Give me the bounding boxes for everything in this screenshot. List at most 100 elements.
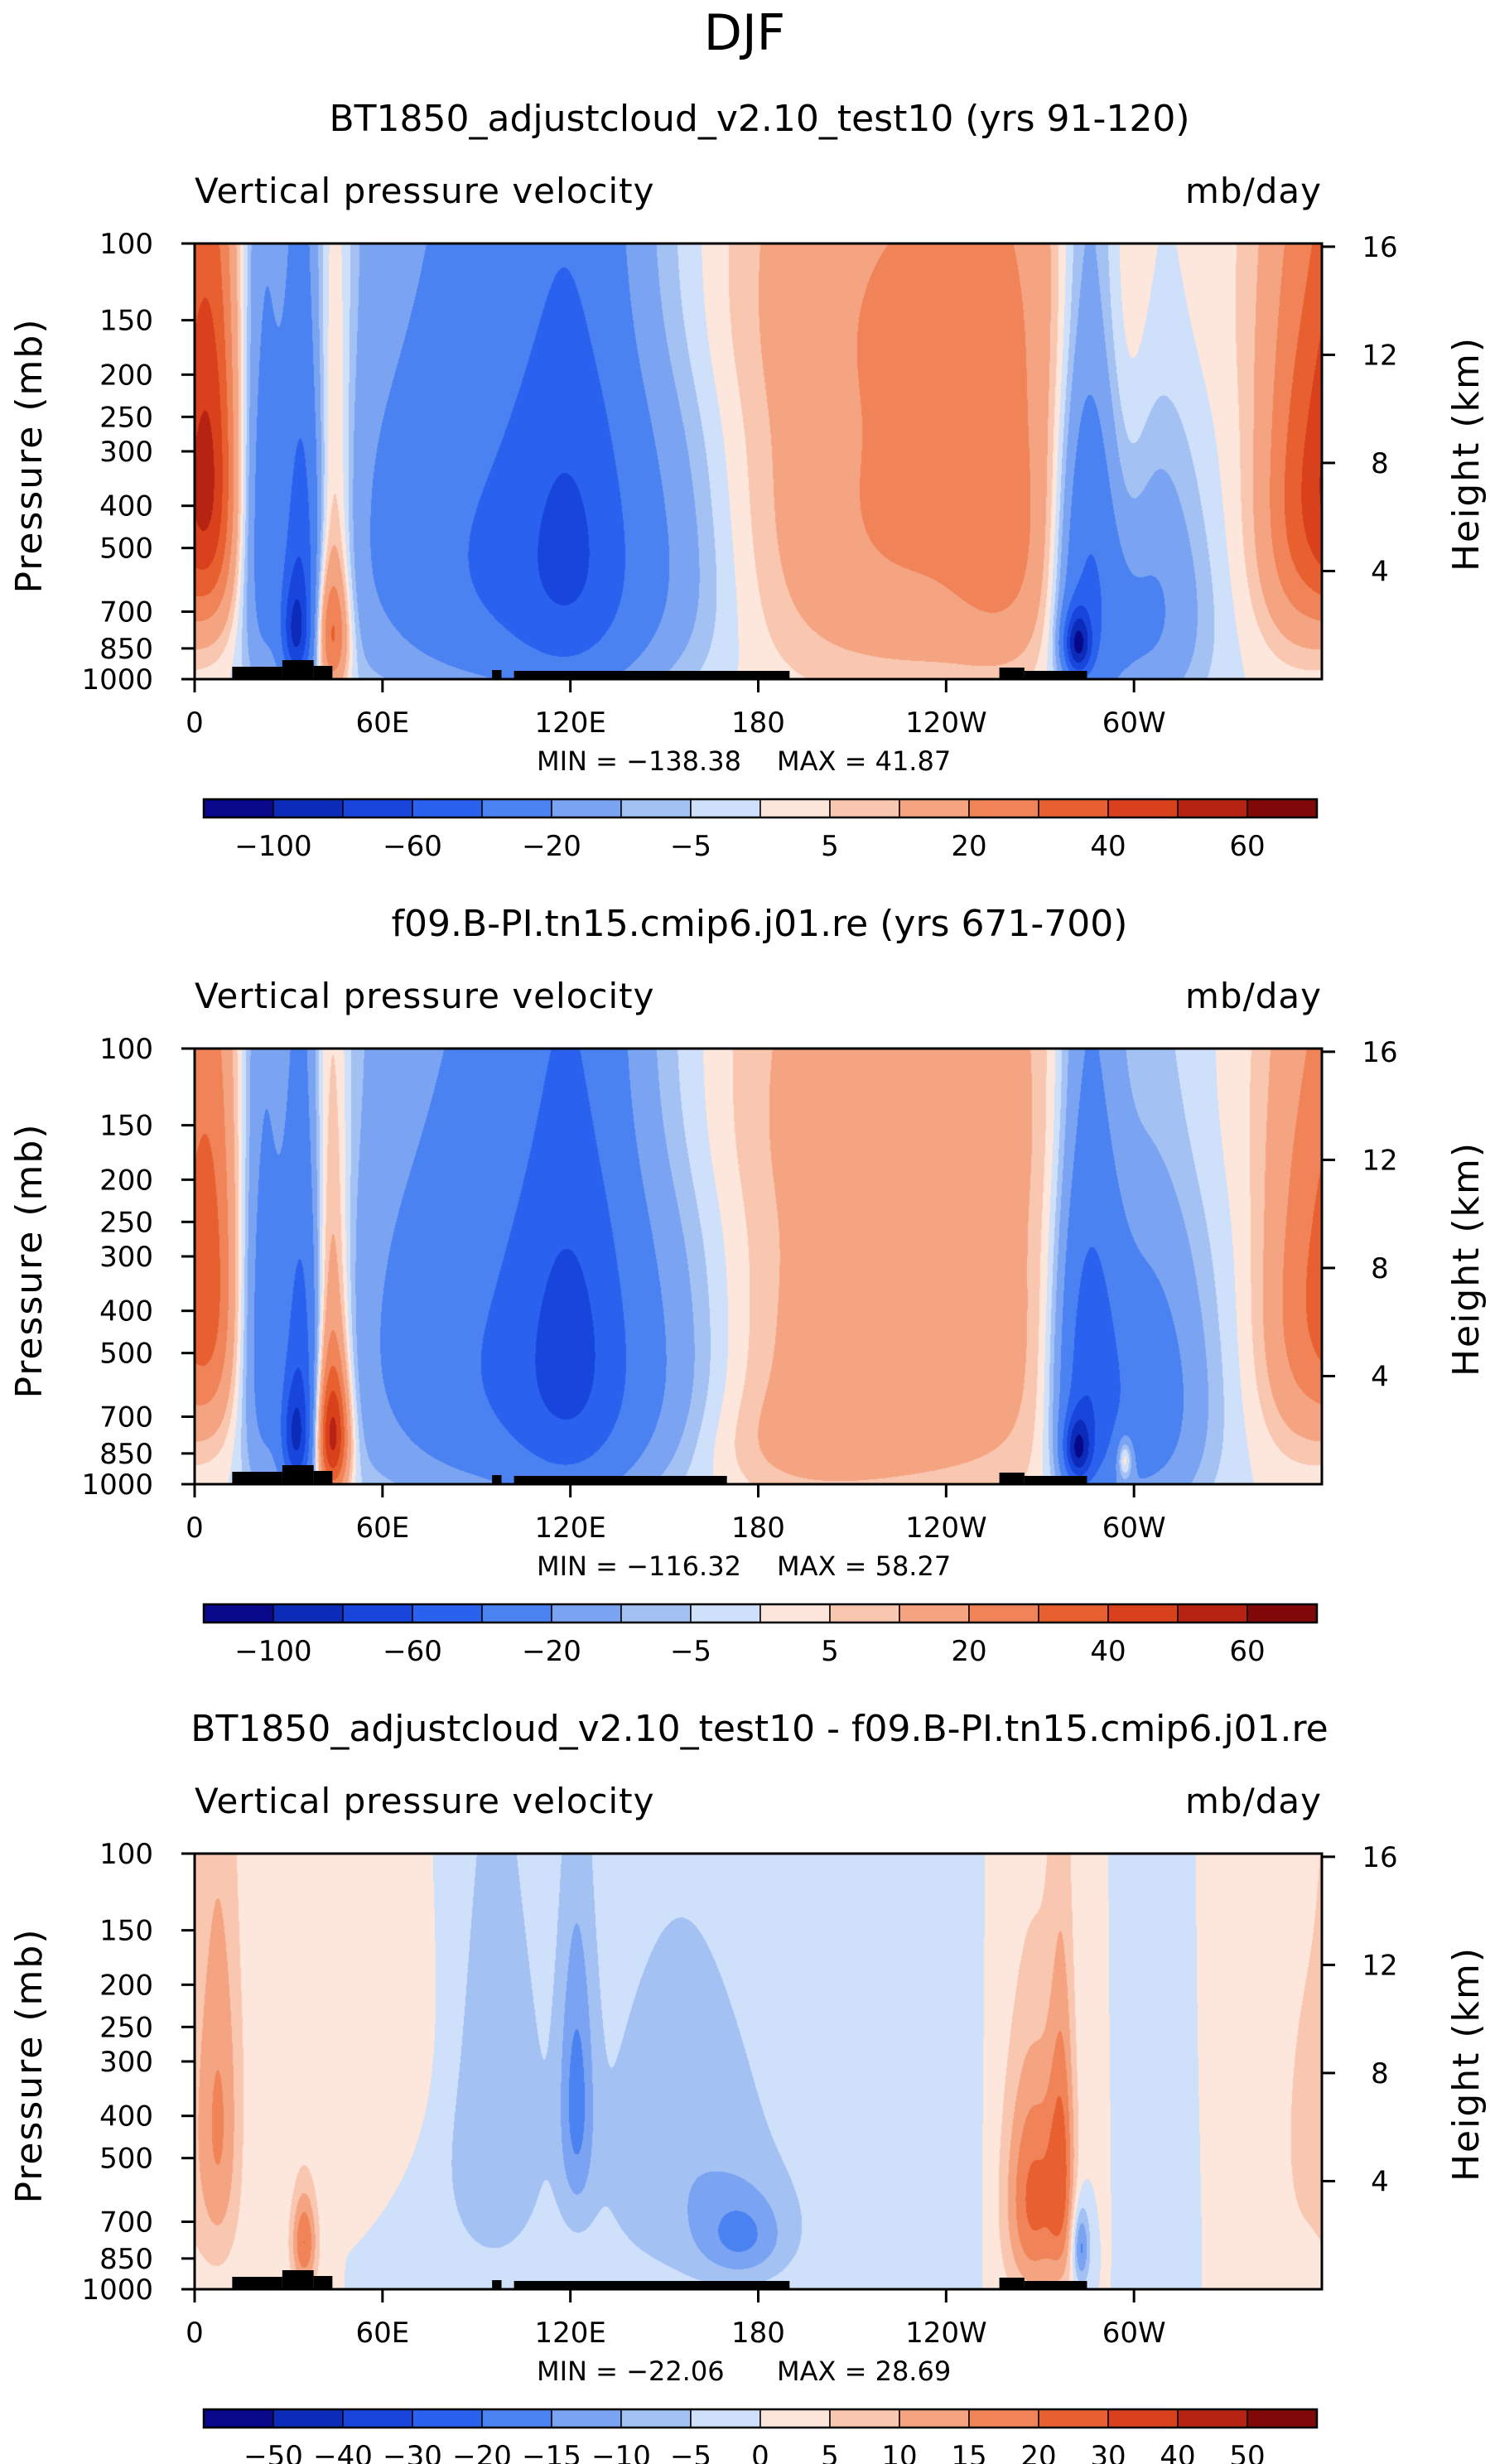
colorbar-box — [829, 798, 900, 818]
colorbar-label: 60 — [1229, 1635, 1265, 1668]
y2-tick-label: 4 — [1371, 2165, 1389, 2198]
colorbar-box — [899, 2409, 970, 2428]
x-tick-label: 180 — [731, 2317, 785, 2350]
colorbar-box — [272, 798, 344, 818]
y-tick-label: 100 — [99, 1033, 153, 1066]
x-tick-label: 120W — [905, 1512, 987, 1545]
colorbar-frame — [202, 2408, 1319, 2429]
y-tick-label: 250 — [99, 401, 153, 434]
terrain-block — [282, 660, 314, 679]
y2-tick-label: 16 — [1362, 1841, 1397, 1874]
y-tick-label: 850 — [99, 1438, 153, 1471]
y-tick-label: 850 — [99, 633, 153, 666]
x-tick-label: 60E — [355, 1512, 409, 1545]
colorbar-label: −5 — [670, 2440, 711, 2464]
colorbar-box — [690, 1603, 761, 1623]
colorbar-label: −20 — [522, 1635, 581, 1668]
colorbar-box — [551, 798, 622, 818]
colorbar-box — [412, 798, 483, 818]
subtitle-right: mb/day — [1185, 976, 1322, 1016]
contour-field — [195, 1049, 1322, 1484]
colorbar-label: −40 — [313, 2440, 373, 2464]
y2-tick-label: 12 — [1362, 339, 1397, 372]
colorbar-box — [342, 798, 413, 818]
colorbar-box — [481, 1603, 552, 1623]
x-tick-label: 60W — [1102, 706, 1166, 740]
y-axis-title: Pressure (mb) — [8, 1123, 51, 1399]
colorbar-label: 40 — [1160, 2440, 1195, 2464]
terrain-block — [282, 1465, 314, 1484]
max-label: MAX = 41.87 — [777, 745, 951, 777]
colorbar-label: 60 — [1229, 830, 1265, 863]
subtitle-right: mb/day — [1185, 1781, 1322, 1821]
y2-tick-label: 4 — [1371, 1360, 1389, 1393]
colorbar-label: 20 — [951, 830, 986, 863]
colorbar-box — [968, 1603, 1039, 1623]
min-label: MIN = −22.06 — [537, 2356, 725, 2387]
colorbar-label: 40 — [1090, 830, 1126, 863]
colorbar-label: 20 — [951, 1635, 986, 1668]
colorbar-label: −5 — [670, 830, 711, 863]
colorbar-box — [690, 798, 761, 818]
y-tick-label: 100 — [99, 228, 153, 261]
x-tick-label: 60W — [1102, 1512, 1166, 1545]
terrain-block — [492, 670, 502, 679]
terrain-block — [514, 671, 790, 679]
y-tick-label: 700 — [99, 2206, 153, 2240]
y2-tick-label: 4 — [1371, 555, 1389, 588]
y-tick-label: 300 — [99, 436, 153, 469]
y-tick-label: 250 — [99, 2011, 153, 2044]
min-label: MIN = −138.38 — [537, 745, 741, 777]
y-tick-label: 400 — [99, 490, 153, 523]
colorbar-box — [272, 1603, 344, 1623]
terrain-block — [999, 2278, 1025, 2289]
max-label: MAX = 28.69 — [777, 2356, 951, 2387]
y2-tick-label: 12 — [1362, 1144, 1397, 1177]
colorbar-box — [690, 2409, 761, 2428]
x-tick-label: 120W — [905, 2317, 987, 2350]
y-tick-label: 1000 — [81, 663, 153, 697]
colorbar-box — [1177, 2409, 1248, 2428]
panel-2: f09.B-PI.tn15.cmip6.j01.re (yrs 671-700)… — [8, 903, 1488, 1668]
colorbar-box — [342, 2409, 413, 2428]
colorbar-box — [551, 2409, 622, 2428]
colorbar-box — [829, 2409, 900, 2428]
colorbar-box — [203, 1603, 274, 1623]
colorbar-label: 0 — [751, 2440, 769, 2464]
colorbar-box — [1038, 798, 1109, 818]
y-tick-label: 700 — [99, 1401, 153, 1435]
colorbar-box — [968, 798, 1039, 818]
y-tick-label: 100 — [99, 1838, 153, 1871]
x-tick-label: 120W — [905, 706, 987, 740]
colorbar-box — [759, 798, 831, 818]
colorbar-label: 15 — [951, 2440, 986, 2464]
colorbar-label: −60 — [383, 1635, 442, 1668]
terrain-block — [1024, 671, 1087, 679]
y-tick-label: 300 — [99, 2046, 153, 2079]
terrain-block — [1024, 2281, 1087, 2289]
colorbar-label: −20 — [452, 2440, 512, 2464]
colorbar-box — [899, 798, 970, 818]
y-tick-label: 150 — [99, 1915, 153, 1948]
colorbar-box — [968, 2409, 1039, 2428]
colorbar-label: 50 — [1229, 2440, 1265, 2464]
x-tick-label: 180 — [731, 1512, 785, 1545]
colorbar-box — [620, 798, 692, 818]
contour-field — [195, 1854, 1322, 2289]
colorbar-label: −5 — [670, 1635, 711, 1668]
colorbar-box — [342, 1603, 413, 1623]
terrain-block — [514, 1476, 727, 1484]
colorbar-box — [481, 798, 552, 818]
max-label: MAX = 58.27 — [777, 1550, 951, 1582]
colorbar-box — [1038, 2409, 1109, 2428]
colorbar-box — [203, 798, 274, 818]
x-tick-label: 180 — [731, 706, 785, 740]
colorbar-label: −50 — [244, 2440, 303, 2464]
terrain-block — [313, 1471, 333, 1484]
colorbar-box — [412, 1603, 483, 1623]
x-tick-label: 60E — [355, 706, 409, 740]
colorbar-box — [1177, 1603, 1248, 1623]
y-tick-label: 500 — [99, 1338, 153, 1371]
x-tick-label: 0 — [186, 1512, 204, 1545]
colorbar-label: 5 — [821, 1635, 839, 1668]
